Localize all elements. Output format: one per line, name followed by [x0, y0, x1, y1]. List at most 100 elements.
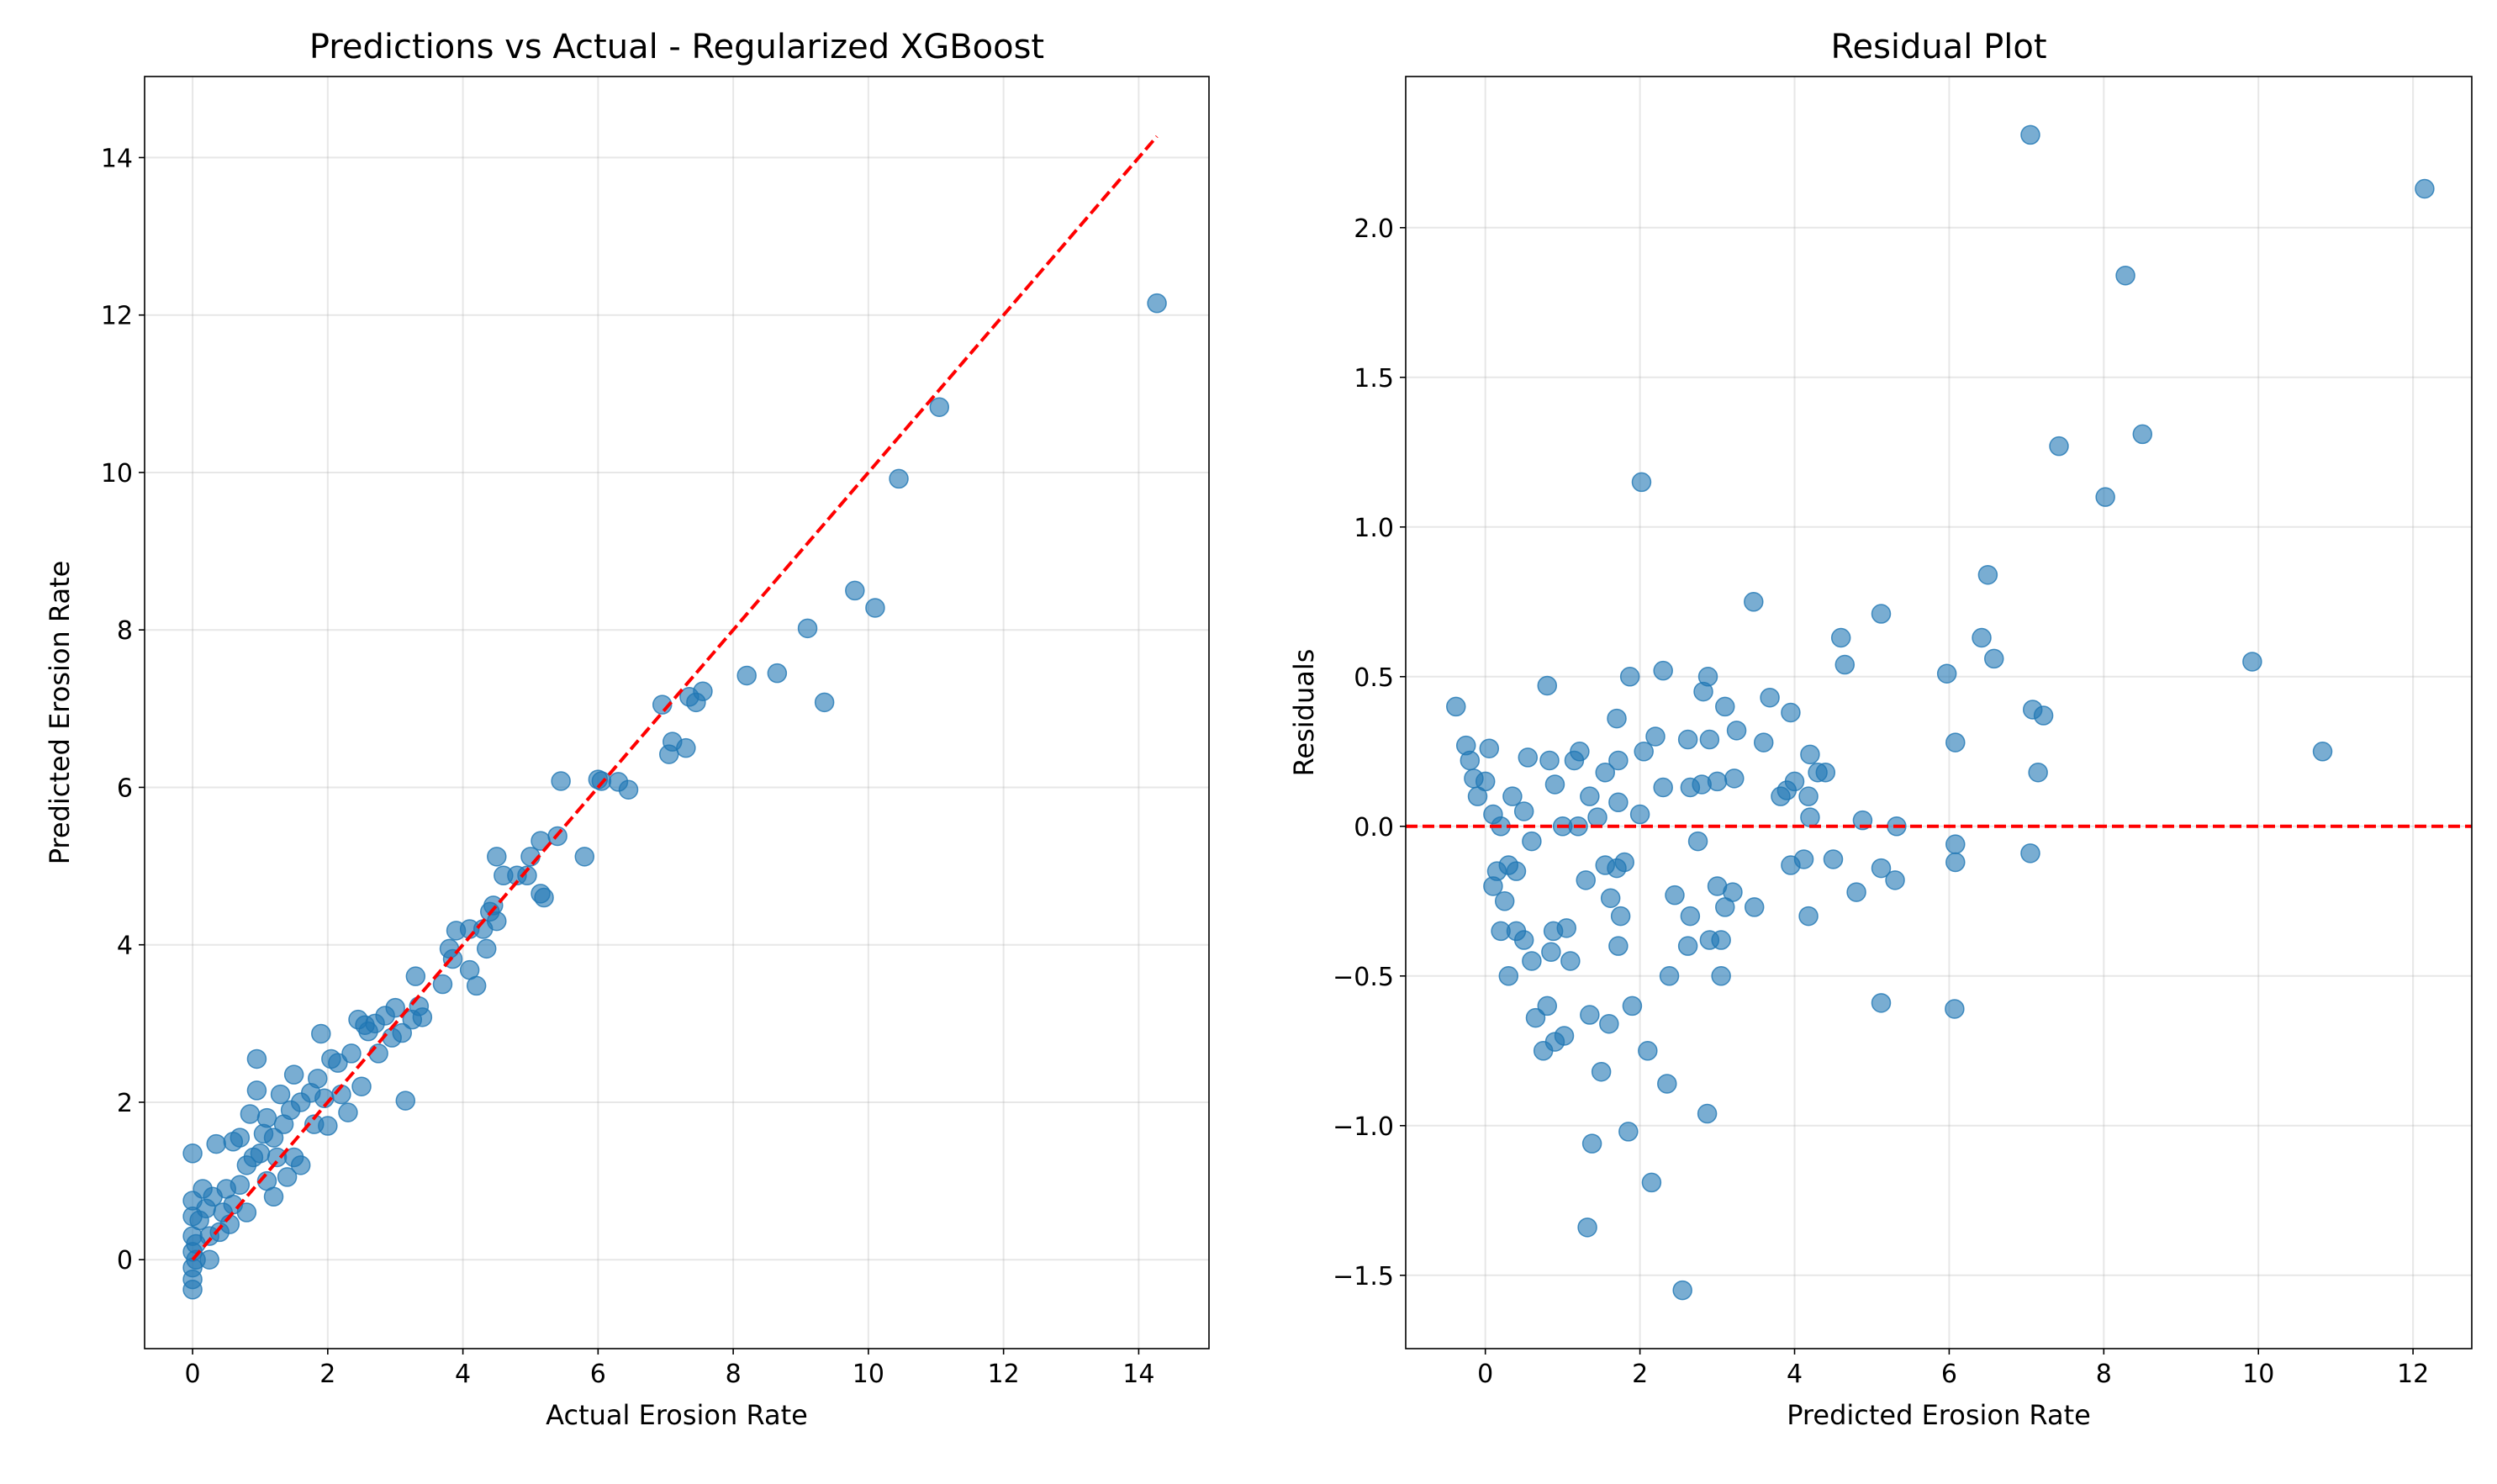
- chart-title: Predictions vs Actual - Regularized XGBo…: [309, 28, 1044, 66]
- point: [1781, 702, 1801, 723]
- point: [270, 1084, 291, 1105]
- point: [1467, 786, 1488, 806]
- point: [283, 1064, 304, 1085]
- point: [1631, 472, 1652, 493]
- point: [1871, 858, 1892, 879]
- point: [1687, 831, 1708, 852]
- point: [1608, 750, 1629, 771]
- point: [338, 1102, 358, 1122]
- point: [1977, 564, 1998, 585]
- point: [1753, 732, 1774, 753]
- point: [1580, 786, 1600, 806]
- point: [1576, 870, 1596, 890]
- point: [1560, 951, 1581, 971]
- point: [845, 580, 865, 601]
- point: [1936, 663, 1957, 684]
- point: [1580, 1005, 1600, 1025]
- point: [382, 1027, 402, 1048]
- x-axis-label: Actual Erosion Rate: [546, 1399, 808, 1431]
- point: [321, 1048, 341, 1069]
- point: [1834, 654, 1856, 675]
- point: [1539, 750, 1560, 771]
- point: [2132, 424, 2153, 445]
- point: [507, 865, 527, 886]
- point: [1491, 921, 1511, 942]
- point: [1607, 708, 1627, 729]
- point: [199, 1226, 219, 1246]
- y-tick-label: 12: [101, 302, 133, 331]
- point: [1518, 747, 1539, 768]
- point: [1659, 966, 1680, 986]
- point: [797, 618, 818, 639]
- point: [267, 1147, 288, 1168]
- point: [1522, 951, 1542, 971]
- point: [736, 665, 757, 686]
- point: [679, 687, 699, 707]
- point: [236, 1155, 257, 1175]
- point: [1945, 834, 1966, 854]
- axes-frame: [1405, 76, 2473, 1349]
- y-tick-label: 6: [117, 774, 133, 803]
- point: [1460, 750, 1481, 771]
- x-axis-label: Predicted Erosion Rate: [1787, 1399, 2091, 1431]
- y-axis-label: Residuals: [1288, 649, 1320, 777]
- x-tick-label: 8: [726, 1360, 742, 1389]
- y-tick-label: 8: [117, 616, 133, 646]
- point: [1614, 852, 1634, 873]
- point: [1815, 762, 1836, 783]
- point: [290, 1155, 311, 1175]
- y-tick-label: 10: [101, 459, 133, 489]
- point: [608, 772, 629, 792]
- chart: 0 2 4 6 8 10 12 14 0 2 4 6 8 10 12 14 Predictions vs Act…: [44, 28, 1210, 1431]
- point: [1711, 966, 1731, 986]
- point: [1677, 936, 1698, 956]
- x-tick-label: 12: [2397, 1360, 2429, 1389]
- x-tick-label: 2: [1632, 1360, 1648, 1389]
- point: [1798, 906, 1819, 927]
- point: [1634, 742, 1654, 762]
- point: [1871, 604, 1892, 624]
- point: [1800, 807, 1820, 827]
- point: [1665, 885, 1685, 906]
- point: [865, 598, 885, 618]
- point: [395, 1091, 416, 1111]
- point: [1591, 1061, 1612, 1082]
- point: [1653, 777, 1673, 798]
- point: [351, 1076, 372, 1096]
- point: [2242, 652, 2262, 672]
- point: [432, 974, 453, 995]
- point: [1744, 897, 1765, 917]
- point: [2020, 124, 2040, 145]
- point: [182, 1206, 203, 1227]
- point: [2095, 487, 2115, 507]
- x-tick-label: 4: [455, 1360, 471, 1389]
- point: [1744, 592, 1764, 612]
- point: [1680, 777, 1701, 798]
- y-tick-label: 2: [117, 1089, 133, 1118]
- point: [1830, 627, 1851, 648]
- point: [1715, 696, 1735, 717]
- point: [1513, 801, 1534, 821]
- chart: 0 2 4 6 8 10 12 −1.5 −1.0 −0.5 0.0 0.5 1.0 1.5 2.0 Resi…: [1288, 28, 2473, 1431]
- x-tick-label: 14: [1122, 1360, 1154, 1389]
- point: [1823, 849, 1844, 869]
- y-axis-label: Predicted Erosion Rate: [44, 561, 76, 865]
- point: [246, 1080, 267, 1101]
- point: [1983, 648, 2004, 669]
- point: [466, 975, 487, 996]
- point: [1525, 1007, 1546, 1028]
- x-tick-label: 12: [988, 1360, 1020, 1389]
- point: [446, 921, 467, 941]
- point: [1564, 750, 1585, 771]
- point: [1793, 849, 1814, 869]
- y-tick-label: 0: [117, 1246, 133, 1275]
- point: [1464, 768, 1484, 789]
- point: [2028, 762, 2048, 783]
- point: [1498, 966, 1519, 986]
- point: [1483, 876, 1503, 896]
- point: [889, 468, 909, 489]
- point: [1543, 921, 1564, 942]
- point: [2049, 436, 2069, 457]
